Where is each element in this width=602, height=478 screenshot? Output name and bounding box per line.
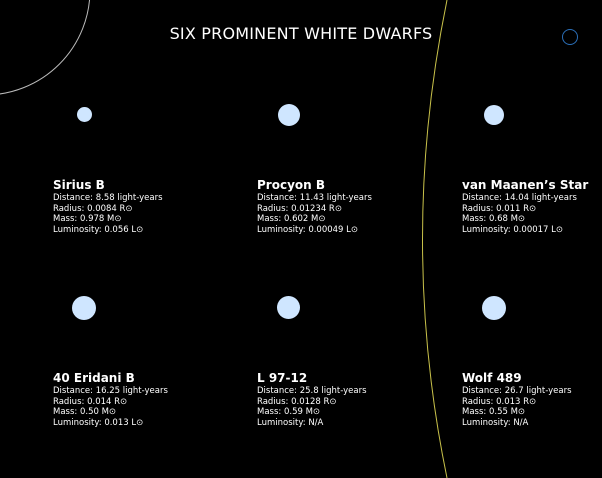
page-title: SIX PROMINENT WHITE DWARFS bbox=[169, 24, 433, 43]
star-distance: Distance: 8.58 light-years bbox=[53, 193, 163, 203]
left-orbit-arc bbox=[0, 0, 90, 95]
star-distance: Distance: 26.7 light-years bbox=[462, 386, 572, 396]
star-card: Procyon B Distance: 11.43 light-years Ra… bbox=[257, 178, 397, 235]
star-mass: Mass: 0.68 M⊙ bbox=[462, 214, 526, 224]
star-dot-wolf-489 bbox=[482, 296, 506, 320]
star-distance: Distance: 16.25 light-years bbox=[53, 386, 168, 396]
star-card: Sirius B Distance: 8.58 light-years Radi… bbox=[53, 178, 193, 235]
star-radius: Radius: 0.0128 R⊙ bbox=[257, 396, 337, 407]
star-luminosity: Luminosity: 0.056 L⊙ bbox=[53, 224, 144, 235]
star-dot-40-eridani-b bbox=[72, 296, 96, 320]
star-name: Procyon B bbox=[257, 178, 326, 192]
star-card: 40 Eridani B Distance: 16.25 light-years… bbox=[53, 371, 193, 428]
star-dot-sirius-b bbox=[77, 107, 92, 122]
star-dot-l-97-12 bbox=[277, 296, 300, 319]
star-distance: Distance: 14.04 light-years bbox=[462, 193, 577, 203]
star-card: Wolf 489 Distance: 26.7 light-years Radi… bbox=[462, 371, 602, 428]
star-radius: Radius: 0.014 R⊙ bbox=[53, 396, 128, 407]
star-distance: Distance: 25.8 light-years bbox=[257, 386, 367, 396]
star-luminosity: Luminosity: 0.00049 L⊙ bbox=[257, 224, 359, 235]
star-mass: Mass: 0.59 M⊙ bbox=[257, 407, 321, 417]
star-luminosity: Luminosity: N/A bbox=[462, 417, 529, 428]
star-mass: Mass: 0.50 M⊙ bbox=[53, 407, 117, 417]
star-distance: Distance: 11.43 light-years bbox=[257, 193, 372, 203]
star-name: L 97-12 bbox=[257, 371, 308, 385]
star-radius: Radius: 0.011 R⊙ bbox=[462, 203, 537, 214]
star-radius: Radius: 0.013 R⊙ bbox=[462, 396, 537, 407]
star-name: 40 Eridani B bbox=[53, 371, 135, 385]
star-luminosity: Luminosity: 0.00017 L⊙ bbox=[462, 224, 564, 235]
star-dot-van-maanen bbox=[484, 105, 504, 125]
star-mass: Mass: 0.602 M⊙ bbox=[257, 214, 326, 224]
star-radius: Radius: 0.0084 R⊙ bbox=[53, 203, 133, 214]
star-dot-procyon-b bbox=[278, 104, 300, 126]
ring-icon bbox=[562, 29, 578, 45]
star-card: van Maanen’s Star Distance: 14.04 light-… bbox=[462, 178, 602, 235]
star-luminosity: Luminosity: N/A bbox=[257, 417, 324, 428]
star-name: Wolf 489 bbox=[462, 371, 522, 385]
star-mass: Mass: 0.978 M⊙ bbox=[53, 214, 122, 224]
star-name: van Maanen’s Star bbox=[462, 178, 589, 192]
star-name: Sirius B bbox=[53, 178, 105, 192]
star-radius: Radius: 0.01234 R⊙ bbox=[257, 203, 342, 214]
star-card: L 97-12 Distance: 25.8 light-years Radiu… bbox=[257, 371, 397, 428]
right-orbit-arc bbox=[422, 0, 448, 478]
star-luminosity: Luminosity: 0.013 L⊙ bbox=[53, 417, 144, 428]
star-mass: Mass: 0.55 M⊙ bbox=[462, 407, 526, 417]
